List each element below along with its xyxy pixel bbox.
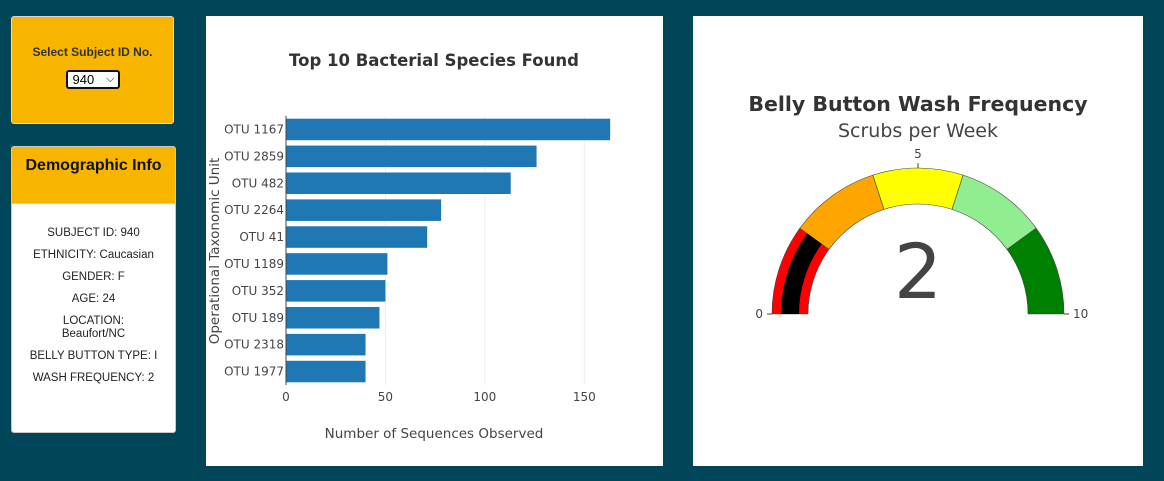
- y-tick-label: OTU 1189: [224, 257, 284, 271]
- y-tick-label: OTU 1977: [224, 365, 284, 379]
- y-tick-label: OTU 352: [232, 284, 284, 298]
- gauge-tick-label: 0: [755, 307, 763, 321]
- y-tick-label: OTU 189: [232, 311, 284, 325]
- demographic-info-title: Demographic Info: [12, 147, 175, 204]
- gauge-tick-label: 5: [914, 147, 922, 161]
- chevron-down-icon: ⌵: [106, 73, 115, 85]
- bar-chart-panel: Top 10 Bacterial Species Found OTU 1167 O…: [206, 16, 663, 466]
- bar[interactable]: [286, 306, 380, 329]
- x-tick-label: 0: [282, 390, 290, 404]
- demo-location: LOCATION: Beaufort/NC: [61, 315, 126, 340]
- x-tick-label: 50: [378, 390, 393, 404]
- bar[interactable]: [286, 360, 366, 383]
- y-tick-label: OTU 2859: [224, 149, 284, 163]
- gauge-step: [872, 167, 964, 210]
- bar[interactable]: [286, 333, 366, 356]
- demo-wash-frequency: WASH FREQUENCY: 2: [32, 372, 155, 384]
- x-tick-label: 150: [573, 390, 596, 404]
- gauge-subtitle: Scrubs per Week: [838, 120, 998, 142]
- subject-id-select[interactable]: 940 ⌵: [65, 70, 120, 89]
- gauge-value-bar: [781, 233, 822, 314]
- gauge-value: 2: [894, 227, 942, 316]
- bar[interactable]: [286, 172, 511, 195]
- gauge-chart: Belly Button Wash Frequency Scrubs per W…: [748, 92, 1088, 321]
- bar-chart-title: Top 10 Bacterial Species Found: [289, 51, 579, 70]
- gauge-panel: Belly Button Wash Frequency Scrubs per W…: [693, 16, 1143, 466]
- subject-id-select-value: 940: [72, 72, 95, 87]
- y-tick-label: OTU 2318: [224, 338, 284, 352]
- subject-selector-label: Select Subject ID No.: [32, 45, 153, 59]
- y-axis-title: Operational Taxonomic Unit: [207, 158, 223, 345]
- bar[interactable]: [286, 118, 611, 141]
- bar-chart: Top 10 Bacterial Species Found OTU 1167 O…: [207, 51, 611, 442]
- subject-selector-panel: Select Subject ID No. 940 ⌵: [11, 16, 174, 124]
- bar[interactable]: [286, 145, 537, 168]
- gauge-tick-label: 10: [1073, 307, 1088, 321]
- y-tick-label: OTU 2264: [224, 203, 284, 217]
- bar[interactable]: [286, 280, 386, 302]
- bar[interactable]: [286, 253, 388, 275]
- y-tick-label: OTU 41: [239, 230, 284, 244]
- demographic-info-panel: Demographic Info SUBJECT ID: 940 ETHNICI…: [11, 146, 176, 433]
- y-tick-label: OTU 1167: [224, 122, 284, 136]
- demo-gender: GENDER: F: [62, 271, 125, 283]
- gauge-title: Belly Button Wash Frequency: [748, 92, 1087, 116]
- x-tick-label: 100: [473, 390, 496, 404]
- demo-subject-id: SUBJECT ID: 940: [47, 227, 140, 239]
- x-axis-title: Number of Sequences Observed: [325, 426, 544, 442]
- demo-belly-button-type: BELLY BUTTON TYPE: I: [29, 350, 158, 362]
- bar[interactable]: [286, 226, 428, 248]
- bar[interactable]: [286, 199, 442, 221]
- demo-age: AGE: 24: [71, 293, 116, 305]
- y-tick-label: OTU 482: [232, 176, 284, 190]
- demo-ethnicity: ETHNICITY: Caucasian: [33, 249, 154, 261]
- demographic-info-body: SUBJECT ID: 940 ETHNICITY: Caucasian GEN…: [12, 204, 175, 385]
